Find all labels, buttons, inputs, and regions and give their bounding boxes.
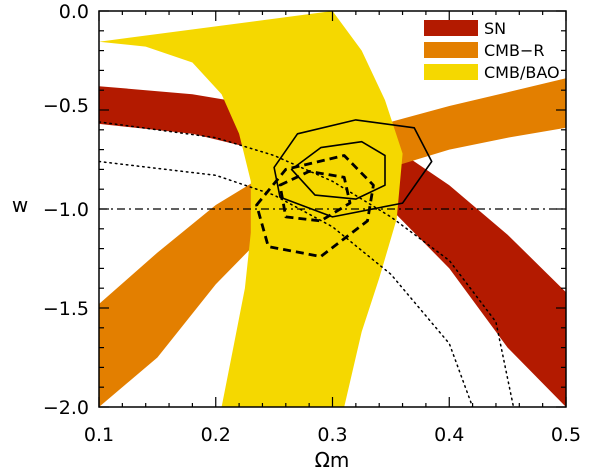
legend-swatch-cmb-bao xyxy=(424,64,478,80)
dotted-guide-5 xyxy=(99,121,515,407)
solid-contour-1 xyxy=(290,140,386,200)
dashed-contour-2 xyxy=(255,154,375,258)
legend-label-cmb-bao: CMB/BAO xyxy=(484,63,560,82)
contour-lines xyxy=(99,119,566,407)
y-axis-label: w xyxy=(12,193,28,217)
y-tick-label-2: −1.0 xyxy=(43,199,89,221)
axis-ticks xyxy=(98,10,567,408)
legend: SN CMB−R CMB/BAO xyxy=(424,19,560,82)
legend-label-cmb-r: CMB−R xyxy=(484,41,544,60)
x-tick-label-3: 0.4 xyxy=(434,424,464,446)
x-tick-label-4: 0.5 xyxy=(551,424,581,446)
y-tick-label-4: −2.0 xyxy=(43,397,89,419)
solid-contour-2 xyxy=(273,119,433,218)
x-tick-label-1: 0.2 xyxy=(201,424,231,446)
legend-label-sn: SN xyxy=(484,19,506,38)
y-tick-label-0: 0.0 xyxy=(59,1,89,23)
dotted-guide-6 xyxy=(99,160,474,407)
y-tick-label-3: −1.5 xyxy=(43,298,89,320)
x-tick-label-2: 0.3 xyxy=(317,424,347,446)
legend-swatch-cmb-r xyxy=(424,42,478,58)
legend-swatch-sn xyxy=(424,20,478,36)
x-tick-label-0: 0.1 xyxy=(84,424,114,446)
y-tick-label-1: −0.5 xyxy=(43,95,89,117)
dashed-contour-1 xyxy=(278,170,352,223)
x-axis-label: Ωm xyxy=(315,448,350,472)
